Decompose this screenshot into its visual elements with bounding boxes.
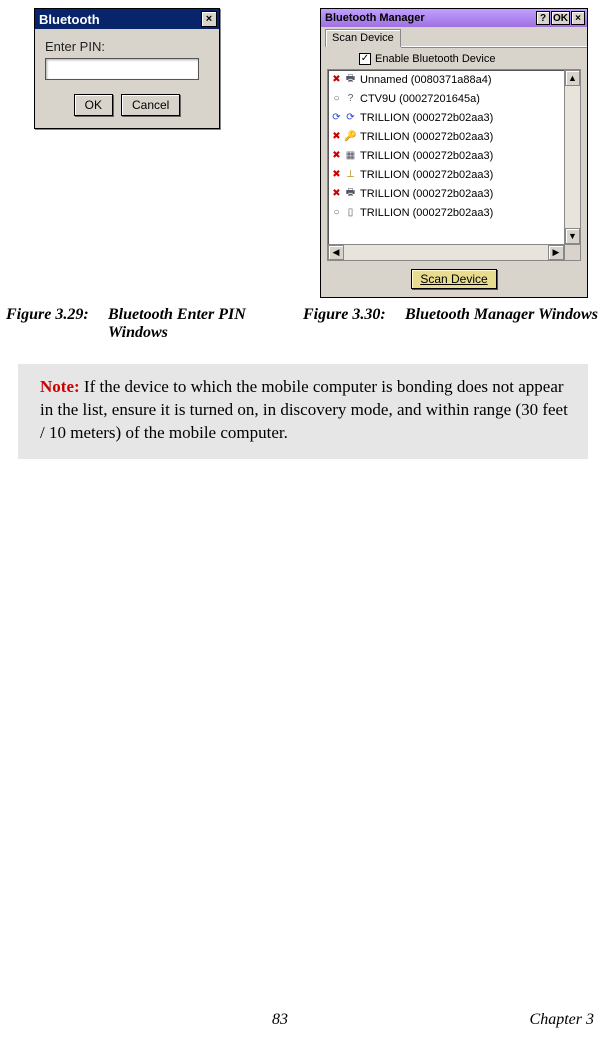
note-label: Note:: [40, 377, 80, 396]
pin-input[interactable]: [45, 58, 199, 80]
device-status-icons: ✖🔑: [330, 130, 360, 143]
close-icon[interactable]: ×: [201, 11, 217, 27]
figure-caption-3-30: Bluetooth Manager Windows: [405, 306, 598, 342]
scan-device-button[interactable]: Scan Device: [411, 269, 496, 289]
scroll-down-icon[interactable]: ▼: [565, 228, 580, 244]
page-number: 83: [272, 1011, 288, 1029]
horizontal-scrollbar[interactable]: ◀ ▶: [327, 245, 565, 261]
bluetooth-pin-dialog: Bluetooth × Enter PIN: OK Cancel: [34, 8, 220, 129]
device-type-icon: ?: [344, 92, 357, 105]
device-list: ✖🖶Unnamed (0080371a88a4)○?CTV9U (0002720…: [327, 69, 581, 245]
chapter-label: Chapter 3: [530, 1011, 594, 1029]
scroll-right-icon[interactable]: ▶: [548, 245, 564, 260]
note-body: If the device to which the mobile comput…: [40, 377, 568, 442]
device-name: Unnamed (0080371a88a4): [360, 74, 492, 86]
device-type-icon: 🖶: [344, 73, 357, 86]
device-status-icons: ✖🖶: [330, 187, 360, 200]
device-row[interactable]: ✖🖶TRILLION (000272b02aa3): [328, 184, 564, 203]
figure-label-3-30: Figure 3.30:: [303, 306, 405, 342]
device-name: TRILLION (000272b02aa3): [360, 150, 493, 162]
pin-label: Enter PIN:: [45, 39, 209, 54]
device-name: TRILLION (000272b02aa3): [360, 131, 493, 143]
device-name: TRILLION (000272b02aa3): [360, 188, 493, 200]
figure-caption-3-29: Bluetooth Enter PIN Windows: [108, 306, 303, 342]
enable-checkbox[interactable]: ✓: [359, 53, 371, 65]
device-status-icon: ✖: [330, 73, 343, 86]
device-status-icon: ✖: [330, 168, 343, 181]
device-type-icon: ⊥: [344, 168, 357, 181]
device-status-icons: ✖⊥: [330, 168, 360, 181]
note-box: Note: If the device to which the mobile …: [18, 364, 588, 459]
device-row[interactable]: ✖🖶Unnamed (0080371a88a4): [328, 70, 564, 89]
device-status-icons: ○▯: [330, 206, 360, 219]
device-status-icon: ✖: [330, 130, 343, 143]
device-status-icon: ✖: [330, 149, 343, 162]
device-type-icon: ⟳: [344, 111, 357, 124]
scroll-up-icon[interactable]: ▲: [565, 70, 580, 86]
device-name: CTV9U (00027201645a): [360, 93, 480, 105]
device-status-icons: ✖🖶: [330, 73, 360, 86]
pin-title-bar: Bluetooth ×: [35, 9, 219, 29]
device-status-icons: ⟳⟳: [330, 111, 360, 124]
device-name: TRILLION (000272b02aa3): [360, 112, 493, 124]
scroll-track[interactable]: [565, 86, 580, 228]
device-row[interactable]: ✖⊥TRILLION (000272b02aa3): [328, 165, 564, 184]
cancel-button[interactable]: Cancel: [121, 94, 180, 116]
device-status-icon: ○: [330, 206, 343, 219]
device-status-icon: ✖: [330, 187, 343, 200]
scroll-left-icon[interactable]: ◀: [328, 245, 344, 260]
device-status-icons: ✖▦: [330, 149, 360, 162]
tab-scan-device[interactable]: Scan Device: [325, 29, 401, 47]
device-row[interactable]: ○?CTV9U (00027201645a): [328, 89, 564, 108]
device-row[interactable]: ✖🔑TRILLION (000272b02aa3): [328, 127, 564, 146]
close-icon[interactable]: ×: [571, 11, 585, 25]
page-footer: 83 Chapter 3: [0, 1011, 606, 1029]
device-type-icon: ▦: [344, 149, 357, 162]
device-status-icon: ⟳: [330, 111, 343, 124]
device-row[interactable]: ✖▦TRILLION (000272b02aa3): [328, 146, 564, 165]
device-status-icons: ○?: [330, 92, 360, 105]
scroll-corner: [565, 245, 581, 261]
vertical-scrollbar[interactable]: ▲ ▼: [564, 70, 580, 244]
device-type-icon: ▯: [344, 206, 357, 219]
figure-label-3-29: Figure 3.29:: [6, 306, 108, 342]
help-icon[interactable]: ?: [536, 11, 550, 25]
device-row[interactable]: ⟳⟳TRILLION (000272b02aa3): [328, 108, 564, 127]
device-row[interactable]: ○▯TRILLION (000272b02aa3): [328, 203, 564, 222]
device-status-icon: ○: [330, 92, 343, 105]
device-name: TRILLION (000272b02aa3): [360, 207, 493, 219]
bluetooth-manager-window: Bluetooth Manager ? OK × Scan Device ✓ E…: [320, 8, 588, 298]
tab-strip: [401, 46, 587, 47]
device-type-icon: 🖶: [344, 187, 357, 200]
device-name: TRILLION (000272b02aa3): [360, 169, 493, 181]
device-type-icon: 🔑: [344, 130, 357, 143]
btmgr-title-text: Bluetooth Manager: [325, 12, 535, 24]
btmgr-title-bar: Bluetooth Manager ? OK ×: [321, 9, 587, 27]
pin-title-text: Bluetooth: [39, 12, 201, 27]
hscroll-track[interactable]: [344, 245, 548, 260]
enable-label: Enable Bluetooth Device: [375, 53, 495, 65]
ok-button[interactable]: OK: [74, 94, 113, 116]
ok-titlebar-button[interactable]: OK: [551, 11, 570, 25]
